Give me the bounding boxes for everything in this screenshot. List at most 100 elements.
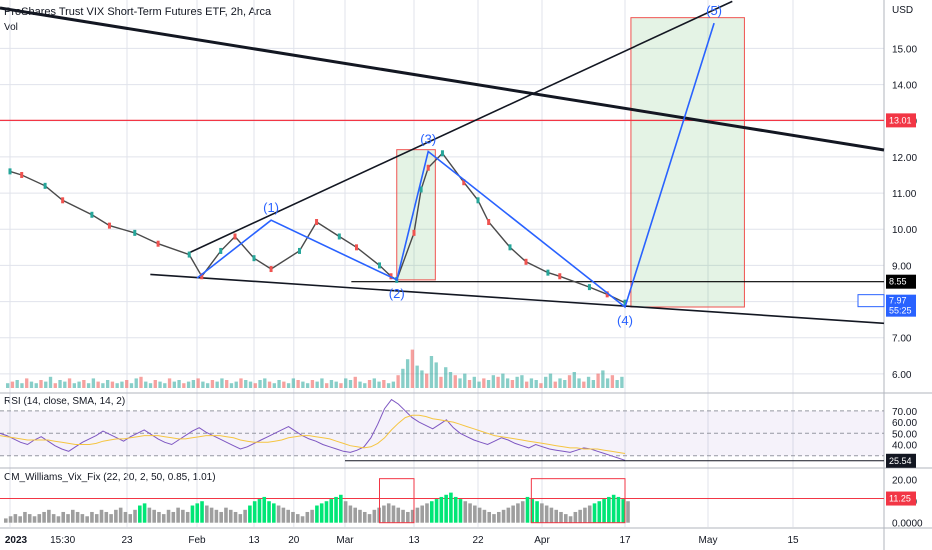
price-point	[558, 273, 562, 280]
volume-bar	[515, 376, 519, 388]
volume-bar	[48, 376, 53, 388]
vixfix-bar	[420, 505, 424, 523]
volume-bar	[610, 375, 615, 388]
vixfix-bar	[468, 503, 472, 523]
volume-bar	[477, 381, 481, 388]
price-tick-label: 11.00	[892, 189, 917, 200]
volume-bar	[425, 373, 429, 388]
vixfix-bar	[554, 509, 559, 523]
vixfix-bar	[415, 507, 420, 523]
price-point	[355, 244, 358, 251]
vixfix-bar	[286, 509, 290, 523]
vixfix-bar	[353, 507, 357, 523]
volume-bar	[129, 383, 134, 388]
price-point	[8, 168, 12, 175]
volume-bar	[167, 378, 172, 388]
volume-bar	[582, 381, 586, 388]
time-tick-label: 13	[408, 535, 420, 546]
volume-bar	[15, 380, 19, 388]
vixfix-bar	[205, 505, 209, 523]
long-downtrend-line	[0, 6, 885, 152]
vixfix-bar	[516, 503, 520, 523]
vixfix-value-label: 11.25	[889, 494, 911, 504]
vixfix-bar	[573, 511, 578, 523]
volume-bar	[420, 370, 424, 388]
time-tick-label: 15	[787, 535, 799, 546]
volume-bar	[505, 378, 510, 388]
volume-bar	[96, 381, 100, 388]
vixfix-bar	[200, 501, 204, 523]
volume-bar	[67, 378, 72, 388]
volume-bar	[415, 365, 419, 388]
volume-bar	[429, 356, 434, 388]
volume-bar	[29, 381, 34, 388]
rsi-title: RSI (14, close, SMA, 14, 2)	[4, 396, 126, 407]
volume-bar	[334, 381, 338, 388]
vixfix-bar	[42, 511, 46, 523]
vixfix-bar	[525, 496, 530, 523]
volume-bar	[305, 383, 310, 388]
volume-bar	[596, 373, 600, 388]
volume-bar	[248, 381, 253, 388]
volume-bar	[310, 380, 315, 388]
vixfix-bar	[56, 516, 61, 523]
volume-bar	[539, 383, 543, 388]
volume-bar	[558, 378, 562, 388]
volume-bar	[510, 380, 515, 388]
vixfix-bar	[382, 505, 386, 523]
lower-wedge-line	[150, 273, 885, 325]
vixfix-bar	[114, 509, 118, 523]
vixfix-bar	[262, 496, 267, 523]
price-point	[20, 171, 24, 178]
price-point	[508, 244, 512, 251]
vixfix-bar	[329, 499, 334, 523]
vixfix-bar	[425, 503, 429, 523]
time-tick-label: May	[699, 535, 718, 546]
volume-bar	[396, 375, 400, 388]
price-point	[524, 258, 528, 265]
vixfix-bar	[358, 509, 362, 523]
vixfix-bar	[563, 514, 568, 523]
price-point	[440, 150, 444, 157]
vixfix-bar	[61, 511, 66, 523]
vixfix-bar	[75, 511, 80, 523]
vixfix-bar	[133, 509, 137, 523]
price-point	[337, 233, 341, 240]
vixfix-bar	[597, 501, 602, 523]
vixfix-bar	[181, 509, 185, 523]
price-point	[133, 229, 137, 236]
vixfix-bar	[109, 514, 113, 523]
time-tick-label: Feb	[188, 535, 206, 546]
wave-label: (4)	[617, 313, 633, 328]
vixfix-bar	[511, 505, 515, 523]
price-point	[252, 255, 256, 262]
volume-bar	[158, 381, 162, 388]
volume-bar	[234, 381, 238, 388]
price-tick-label: 9.00	[892, 261, 912, 272]
volume-bar	[329, 380, 334, 388]
price-point	[219, 247, 223, 254]
volume-bar	[382, 380, 386, 388]
vixfix-bar	[568, 516, 573, 523]
vixfix-bar	[47, 509, 51, 523]
price-point	[546, 269, 550, 276]
volume-bar	[358, 381, 362, 388]
volume-bar	[472, 376, 476, 388]
volume-bar	[72, 383, 76, 388]
volume-bar	[434, 362, 438, 388]
vixfix-bar	[13, 514, 18, 523]
vixfix-bar	[195, 503, 200, 523]
volume-bar	[448, 372, 453, 388]
volume-bar	[548, 373, 553, 388]
vixfix-bar	[161, 514, 166, 523]
current-price-label: 7.97	[889, 296, 907, 306]
vixfix-bar	[473, 505, 477, 523]
vixfix-bar	[224, 507, 228, 523]
vixfix-bar	[219, 511, 223, 523]
volume-bar	[148, 383, 153, 388]
vixfix-bar	[85, 516, 89, 523]
vixfix-bar	[362, 511, 367, 523]
vixfix-bar	[583, 507, 587, 523]
volume-bar	[182, 383, 186, 388]
